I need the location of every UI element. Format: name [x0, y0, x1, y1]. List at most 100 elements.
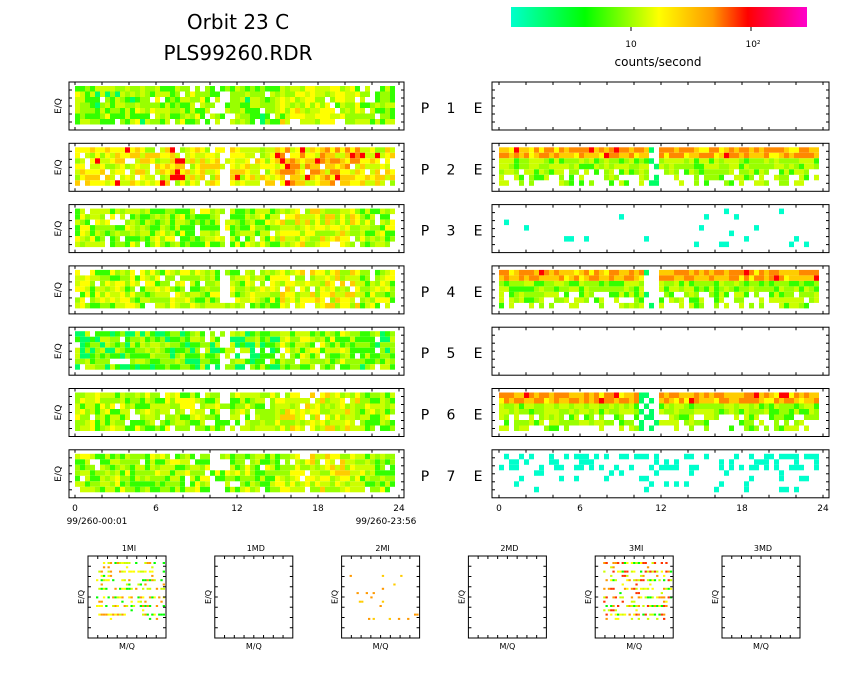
mini-scatter-point: [137, 583, 140, 586]
e-heatmap-cell: [789, 152, 794, 159]
p-heatmap-cell: [145, 297, 150, 303]
p-heatmap-cell: [110, 97, 115, 103]
p-heatmap-cell: [340, 269, 345, 276]
e-heatmap-cell: [619, 425, 624, 431]
p-heatmap-cell: [290, 108, 295, 114]
p-heatmap-cell: [325, 102, 330, 108]
p-heatmap-cell: [180, 353, 185, 359]
p-heatmap-cell: [380, 214, 385, 220]
e-heatmap-cell: [744, 174, 749, 181]
p-heatmap-cell: [345, 470, 350, 476]
e-heatmap-cell: [629, 409, 634, 415]
e-heatmap-cell: [674, 425, 679, 431]
p-heatmap-cell: [155, 331, 160, 337]
p-heatmap-cell: [370, 225, 375, 231]
e-heatmap-cell: [569, 286, 574, 292]
p-heatmap-cell: [215, 97, 220, 103]
p-heatmap-cell: [90, 280, 95, 287]
p-heatmap-cell: [290, 398, 295, 404]
mini-scatter-point: [112, 613, 115, 616]
e-heatmap-cell: [574, 392, 579, 398]
p-heatmap-cell: [320, 86, 325, 92]
p-heatmap-cell: [270, 453, 275, 460]
p-heatmap-cell: [270, 97, 275, 103]
p-heatmap-cell: [145, 158, 150, 164]
p-heatmap-cell: [300, 464, 305, 471]
p-heatmap-cell: [165, 414, 170, 420]
p-heatmap-cell: [305, 97, 310, 103]
e-heatmap-cell: [754, 409, 759, 415]
p-heatmap-cell: [185, 169, 190, 175]
e-heatmap-cell: [674, 414, 679, 420]
p-heatmap-cell: [95, 214, 100, 220]
mini-scatter-point: [640, 570, 643, 573]
p-heatmap-cell: [390, 91, 395, 97]
e-heatmap-cell: [704, 275, 709, 281]
p-heatmap-cell: [350, 91, 355, 97]
p-heatmap-cell: [95, 86, 100, 92]
p-heatmap-cell: [245, 119, 250, 125]
p-heatmap-cell: [120, 297, 125, 303]
p-heatmap-cell: [235, 420, 240, 426]
mini-scatter-point: [155, 617, 159, 620]
p-heatmap-cell: [275, 169, 280, 175]
p-heatmap-cell: [280, 336, 285, 343]
p-heatmap-cell: [105, 459, 110, 465]
e-heatmap-cell: [694, 180, 699, 186]
e-heatmap-cell: [579, 409, 584, 415]
p-heatmap-cell: [150, 358, 155, 365]
mini-scatter-point: [162, 583, 165, 586]
e-heatmap-cell: [759, 180, 764, 186]
e-heatmap-cell: [764, 169, 769, 175]
e-heatmap-cell: [639, 302, 644, 309]
p-heatmap-cell: [195, 108, 200, 114]
p-heatmap-cell: [195, 286, 200, 292]
e-heatmap-cell: [589, 414, 594, 420]
p-heatmap-cell: [340, 459, 345, 465]
p-heatmap-cell: [105, 414, 110, 420]
p-heatmap-cell: [225, 158, 230, 164]
p-heatmap-cell: [385, 297, 390, 303]
p-heatmap-cell: [190, 269, 195, 276]
p-heatmap-cell: [130, 302, 135, 309]
p-heatmap-cell: [100, 481, 105, 487]
mini-scatter-point: [612, 570, 615, 573]
p-heatmap-cell: [105, 152, 110, 159]
p-heatmap-cell: [365, 414, 370, 420]
p-heatmap-cell: [370, 409, 375, 415]
p-heatmap-cell: [340, 219, 345, 226]
p-heatmap-cell: [360, 336, 365, 343]
p-heatmap-cell: [380, 353, 385, 359]
e-heatmap-cell: [669, 280, 674, 287]
p-heatmap-cell: [155, 113, 160, 119]
p-heatmap-cell: [345, 169, 350, 175]
p-heatmap-cell: [225, 302, 230, 309]
e-heatmap-cell: [634, 291, 639, 298]
e-heatmap-cell: [684, 398, 689, 404]
p-heatmap-cell: [120, 459, 125, 465]
p-heatmap-cell: [95, 403, 100, 409]
p-heatmap-cell: [375, 302, 380, 309]
e-heatmap-cell: [524, 420, 529, 426]
p-heatmap-cell: [125, 403, 130, 409]
p-heatmap-cell: [350, 86, 355, 92]
mini-panel-title: 3MI: [629, 544, 643, 553]
p-heatmap-cell: [290, 163, 295, 170]
p-heatmap-cell: [305, 208, 310, 215]
p-heatmap-cell: [365, 91, 370, 97]
e-heatmap-cell: [664, 169, 669, 175]
e-heatmap-cell: [704, 152, 709, 159]
p-heatmap-cell: [115, 236, 120, 242]
mini-scatter-point: [633, 587, 636, 590]
e-heatmap-cell: [629, 158, 634, 164]
p-heatmap-cell: [230, 97, 235, 103]
e-heatmap-cell: [659, 297, 664, 303]
e-heatmap-cell: [604, 403, 609, 409]
p-heatmap-cell: [85, 302, 90, 309]
p-heatmap-cell: [105, 420, 110, 426]
p-heatmap-cell: [355, 119, 360, 125]
e-heatmap-cell: [709, 152, 714, 159]
p-heatmap-cell: [380, 163, 385, 170]
p-heatmap-cell: [200, 174, 205, 181]
p-heatmap-cell: [265, 470, 270, 476]
